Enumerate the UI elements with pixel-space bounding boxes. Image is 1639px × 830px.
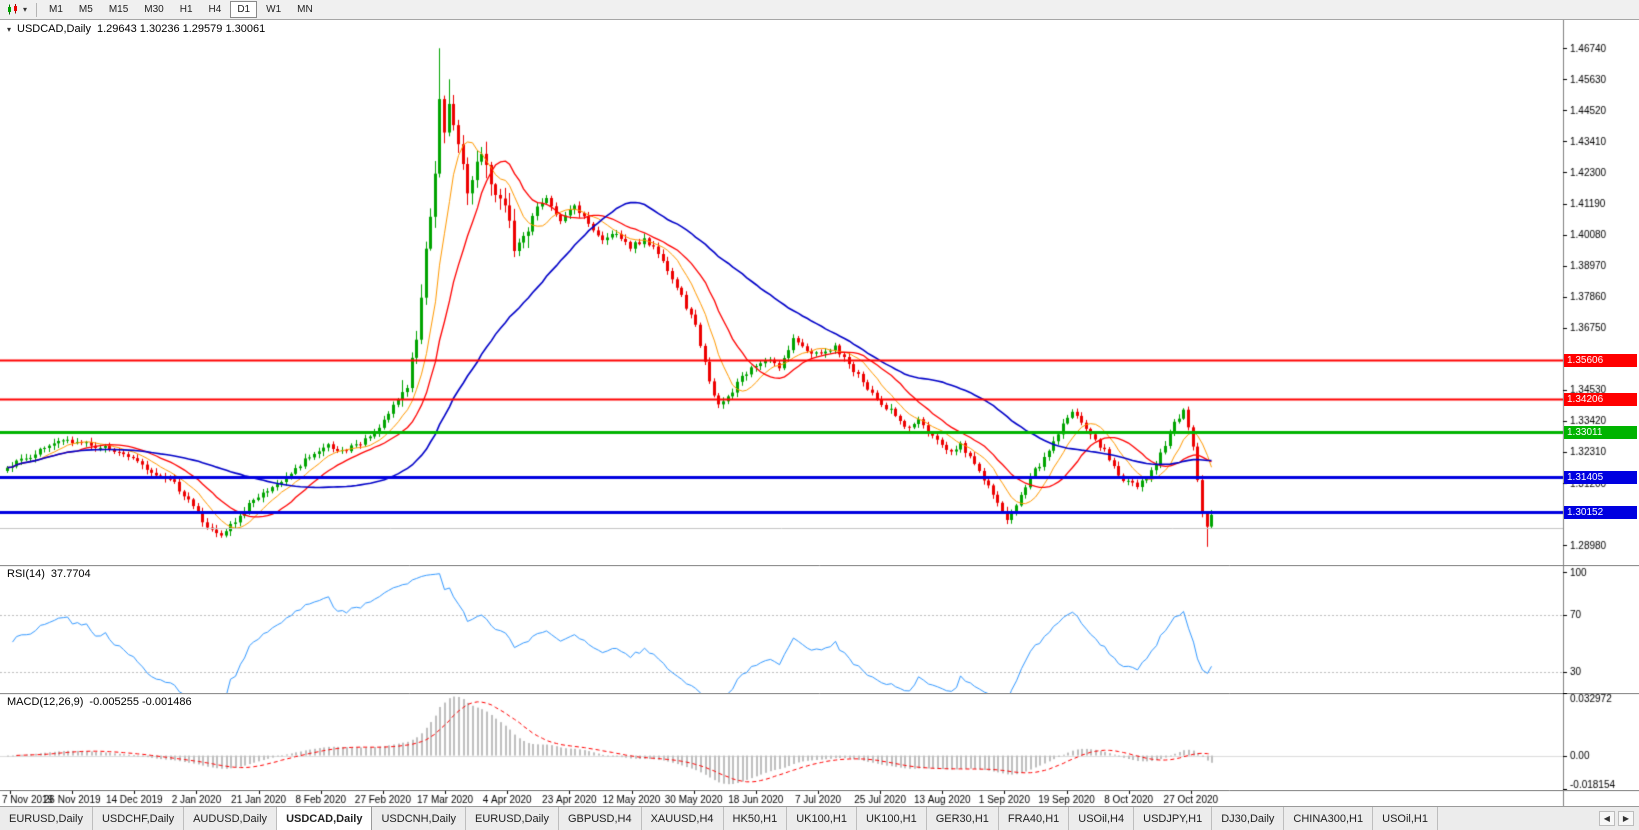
price-level-badge-1.34206: 1.34206 (1564, 393, 1637, 406)
timeframe-buttons: M1 M5 M15 M30 H1 H4 D1 W1 MN (42, 1, 320, 18)
tabs-scroll-left-button[interactable]: ◀ (1598, 811, 1615, 826)
chart-tabs-bar: EURUSD,Daily USDCHF,Daily AUDUSD,Daily USDC… (0, 806, 1639, 830)
chart-tab-usdchf-daily[interactable]: USDCHF,Daily (93, 807, 185, 830)
chart-tab-china300-h1[interactable]: CHINA300,H1 (1284, 807, 1374, 830)
macd-pane-canvas[interactable] (0, 693, 1639, 790)
timeframe-button-m30[interactable]: M30 (144, 4, 164, 15)
price-chart-canvas[interactable] (0, 20, 1639, 565)
price-level-badge-1.30152: 1.30152 (1564, 506, 1637, 519)
chart-tab-usoil-h4[interactable]: USOil,H4 (1069, 807, 1135, 830)
chart-tabs: EURUSD,Daily USDCHF,Daily AUDUSD,Daily USDC… (0, 807, 1438, 830)
price-level-badge-1.35606: 1.35606 (1564, 354, 1637, 367)
date-axis-canvas[interactable] (0, 790, 1639, 806)
rsi-pane-canvas[interactable] (0, 565, 1639, 693)
chart-tab-xauusd-h4[interactable]: XAUUSD,H4 (642, 807, 724, 830)
timeframe-button-m5[interactable]: M5 (78, 4, 93, 15)
dropdown-caret-icon: ▾ (23, 5, 28, 14)
chart-tab-usdjpy-h1[interactable]: USDJPY,H1 (1134, 807, 1213, 830)
chart-tab-audusd-daily[interactable]: AUDUSD,Daily (184, 807, 278, 830)
chart-tab-ger30-h1[interactable]: GER30,H1 (927, 807, 999, 830)
chart-tab-usoil-h1[interactable]: USOil,H1 (1373, 807, 1438, 830)
chart-tab-hk50-h1[interactable]: HK50,H1 (724, 807, 788, 830)
price-level-badge-1.33011: 1.33011 (1564, 426, 1637, 439)
timeframe-button-d1[interactable]: D1 (230, 1, 258, 18)
timeframe-button-h4[interactable]: H4 (208, 4, 222, 15)
chart-tab-uk100-h1[interactable]: UK100,H1 (787, 807, 857, 830)
chart-tab-uk100-h1[interactable]: UK100,H1 (857, 807, 927, 830)
candlestick-chart-icon (8, 4, 17, 15)
chart-window: ▾ USDCAD,Daily 1.29643 1.30236 1.29579 1… (0, 20, 1639, 806)
price-level-badge-1.31405: 1.31405 (1564, 471, 1637, 484)
timeframe-button-w1[interactable]: W1 (266, 4, 282, 15)
tab-scroll-controls: ◀ ▶ (1594, 807, 1639, 830)
timeframe-button-m15[interactable]: M15 (108, 4, 129, 15)
toolbar-separator (36, 2, 38, 17)
timeframe-button-m1[interactable]: M1 (49, 4, 63, 15)
chart-tab-eurusd-daily[interactable]: EURUSD,Daily (0, 807, 93, 830)
chart-tab-usdcnh-daily[interactable]: USDCNH,Daily (372, 807, 467, 830)
chart-type-dropdown-button[interactable]: ▾ (3, 3, 31, 16)
timeframe-button-h1[interactable]: H1 (179, 4, 193, 15)
tabs-scroll-right-button[interactable]: ▶ (1617, 811, 1634, 826)
chart-tab-dj30-daily[interactable]: DJ30,Daily (1212, 807, 1285, 830)
timeframe-toolbar: ▾ M1 M5 M15 M30 H1 H4 D1 W1 MN (0, 0, 1639, 20)
chart-tab-eurusd-daily[interactable]: EURUSD,Daily (466, 807, 559, 830)
timeframe-button-mn[interactable]: MN (297, 4, 313, 15)
chart-tab-usdcad-daily[interactable]: USDCAD,Daily (277, 807, 373, 830)
chart-tab-gbpusd-h4[interactable]: GBPUSD,H4 (559, 807, 642, 830)
chart-tab-fra40-h1[interactable]: FRA40,H1 (999, 807, 1070, 830)
